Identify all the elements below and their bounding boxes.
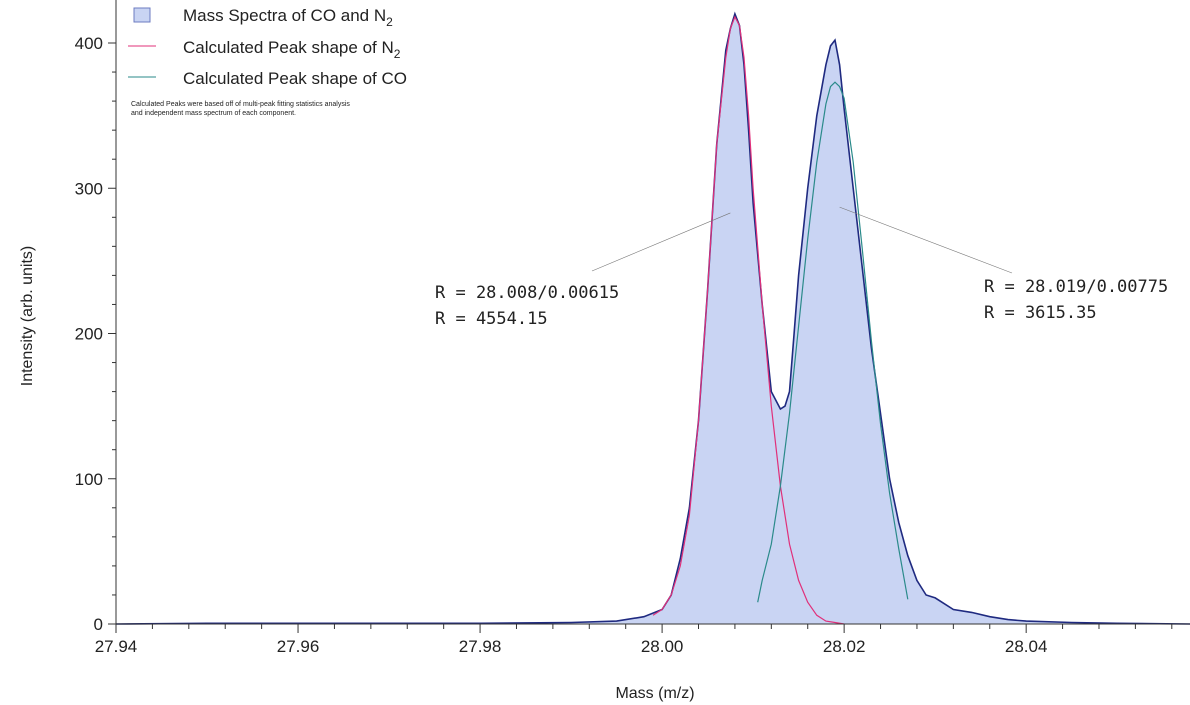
annotation-text-line-1: R = 28.008/0.00615 bbox=[435, 283, 619, 303]
y-tick-label: 100 bbox=[75, 470, 103, 489]
plot-area bbox=[115, 11, 1190, 625]
y-tick-label: 200 bbox=[75, 325, 103, 344]
series-line-calculated-peak-shape-of-co bbox=[757, 81, 909, 603]
annotation-leader-line bbox=[839, 206, 1013, 274]
axes: 0 100 200 300 400 27.94 27.96 27.98 28.00 28.02 28… bbox=[19, 0, 1190, 702]
x-axis-title: Mass (m/z) bbox=[615, 685, 694, 702]
legend-label-n2: Calculated Peak shape of N2 bbox=[183, 38, 401, 61]
x-tick-label: 27.94 bbox=[95, 637, 138, 656]
annotation-text-line-1: R = 28.019/0.00775 bbox=[984, 277, 1168, 297]
x-tick-label: 27.98 bbox=[459, 637, 502, 656]
annotation-text-line-2: R = 3615.35 bbox=[984, 303, 1097, 323]
legend-note-line-1: Calculated Peaks were based off of multi… bbox=[131, 101, 350, 108]
annotations: R = 28.008/0.00615 R = 4554.15 R = 28.019/… bbox=[435, 206, 1168, 329]
y-tick-label: 0 bbox=[94, 615, 103, 634]
annotation-leader-line bbox=[591, 212, 731, 272]
legend-note-line-2: and independent mass spectrum of each co… bbox=[131, 110, 296, 117]
y-tick-label: 400 bbox=[75, 34, 103, 53]
legend: Mass Spectra of CO and N2 Calculated Pea… bbox=[128, 6, 407, 117]
y-tick-label: 300 bbox=[75, 179, 103, 198]
legend-label-co: Calculated Peak shape of CO bbox=[183, 69, 407, 88]
y-axis-title: Intensity (arb. units) bbox=[19, 246, 36, 387]
x-tick-label: 28.02 bbox=[823, 637, 866, 656]
x-tick-label: 27.96 bbox=[277, 637, 320, 656]
series-line-calculated-peak-shape-of-n2 bbox=[652, 15, 845, 625]
x-tick-label: 28.04 bbox=[1005, 637, 1048, 656]
annotation-text-line-2: R = 4554.15 bbox=[435, 309, 548, 329]
legend-swatch-mass-spectra bbox=[133, 7, 151, 23]
legend-label-mass-spectra: Mass Spectra of CO and N2 bbox=[183, 6, 393, 29]
x-tick-label: 28.00 bbox=[641, 637, 684, 656]
